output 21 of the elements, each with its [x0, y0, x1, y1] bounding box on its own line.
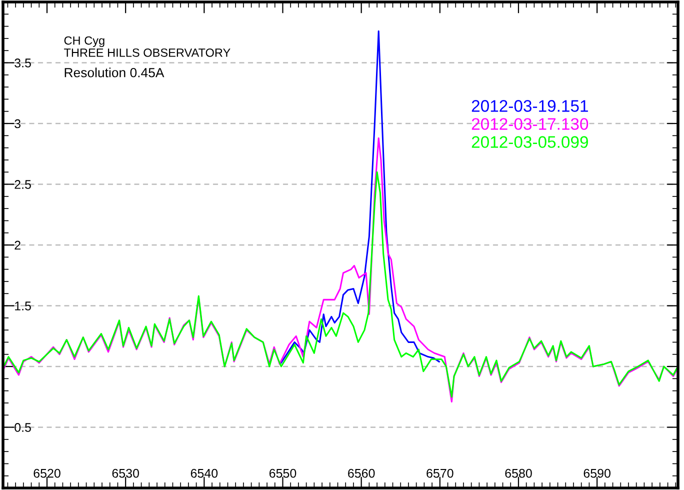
- x-tick-label: 6550: [269, 468, 296, 478]
- text: 2012-03-19.151: [472, 100, 588, 112]
- x-tick-label: 6530: [112, 468, 139, 478]
- annotation: Resolution 0.45A: [64, 68, 164, 78]
- line-series: [280, 30, 440, 364]
- text: 2012-03-05.099: [472, 136, 588, 148]
- y-tick-label: 1.5: [15, 302, 31, 310]
- y-tick-label: 2.5: [14, 180, 31, 189]
- x-tick-label: 6570: [426, 468, 454, 478]
- x-tick-label: 6560: [348, 468, 375, 478]
- x-tick-label: 6520: [34, 468, 60, 478]
- x-tick-label: 6580: [505, 468, 532, 478]
- y-tick-label: 0.5: [14, 423, 31, 432]
- y-tick-label: 2: [14, 240, 20, 250]
- y-tick-label: 3: [14, 119, 21, 128]
- x-tick-label: 6590: [584, 468, 610, 478]
- annotation: CH Cyg: [64, 36, 104, 48]
- text: 2012-03-17.130: [472, 118, 588, 130]
- y-tick-label: 3.5: [14, 58, 31, 68]
- x-tick-label: 6540: [190, 468, 218, 478]
- annotation: THREE HILLS OBSERVATORY: [64, 48, 230, 57]
